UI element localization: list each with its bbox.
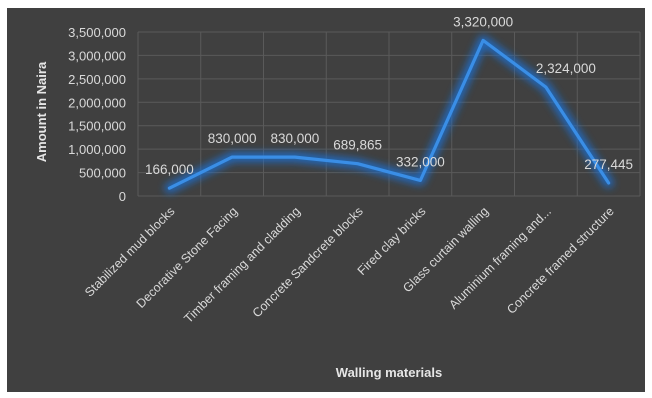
x-tick-label: Decorative Stone Facing [134,204,241,311]
y-tick-label: 2,000,000 [68,95,126,110]
x-tick-label: Timber framing and cladding [181,204,303,326]
data-label: 830,000 [270,131,319,146]
data-label: 830,000 [208,131,257,146]
data-label: 277,445 [584,157,633,172]
y-tick-label: 3,000,000 [68,48,126,63]
data-label: 3,320,000 [453,14,513,29]
data-label: 2,324,000 [536,61,596,76]
series-line-path [167,38,611,190]
y-axis-title: Amount in Naira [34,61,49,162]
y-tick-label: 500,000 [79,166,126,181]
y-axis-tick-labels: 0 500,000 1,000,000 1,500,000 2,000,000 2,500… [68,25,126,204]
y-tick-label: 3,500,000 [68,25,126,40]
y-tick-label: 1,500,000 [68,119,126,134]
y-tick-label: 0 [119,189,126,204]
x-axis-title: Walling materials [336,365,442,380]
data-labels: 166,000 830,000 830,000 689,865 332,000 3,320… [145,14,633,177]
y-tick-label: 1,000,000 [68,142,126,157]
y-tick-label: 2,500,000 [68,72,126,87]
x-tick-label: Aluminium framing and... [446,204,554,312]
series-line [164,35,614,194]
data-label: 166,000 [145,162,194,177]
x-tick-label: Concrete Sandcrete blocks [250,204,366,320]
data-label: 689,865 [333,138,382,153]
x-tick-label: Concrete framed structure [504,204,617,317]
data-label: 332,000 [396,154,445,169]
